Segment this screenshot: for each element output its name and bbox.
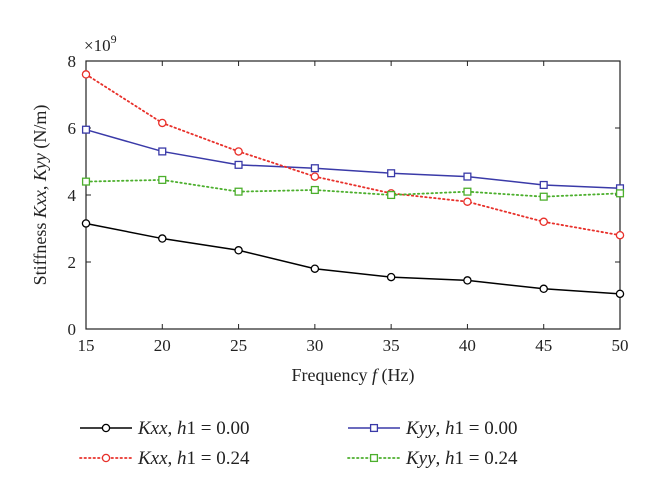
legend-label-3: Kyy, h1 = 0.24 — [405, 448, 518, 469]
series-3-point-5 — [463, 187, 472, 196]
series-0 — [81, 219, 625, 299]
y-axis-multiplier: ×109 — [84, 32, 117, 55]
series-0-point-0 — [81, 219, 91, 228]
x-tick-label-15: 15 — [78, 336, 95, 355]
series-0-point-5 — [463, 276, 472, 285]
series-3-point-2 — [234, 187, 243, 196]
series-3-point-3 — [310, 185, 319, 195]
series-line-2 — [85, 73, 621, 237]
series-0-point-4 — [386, 272, 396, 282]
legend-label-0: Kxx, h1 = 0.00 — [137, 418, 250, 439]
series-3-point-0 — [81, 177, 91, 186]
y-tick-label-6: 6 — [68, 119, 77, 138]
series-3-point-1 — [158, 175, 167, 184]
series-2-point-2 — [234, 147, 243, 156]
series-2 — [81, 70, 625, 240]
series-line-3 — [85, 179, 621, 198]
series-1-point-4 — [387, 169, 396, 178]
series-1-point-3 — [310, 164, 319, 173]
series-2-point-0 — [81, 70, 91, 79]
legend-marker-1 — [369, 423, 379, 433]
x-tick-label-35: 35 — [383, 336, 400, 355]
x-tick-label-20: 20 — [154, 336, 171, 355]
series-2-point-5 — [463, 197, 472, 206]
series-0-point-6 — [539, 284, 548, 294]
series-3-point-4 — [387, 190, 396, 200]
series-1-point-5 — [463, 172, 472, 181]
series-1-point-6 — [539, 180, 548, 190]
series-1-point-1 — [158, 147, 167, 156]
y-tick-label-4: 4 — [68, 186, 77, 205]
series-2-point-6 — [539, 217, 548, 227]
x-tick-label-25: 25 — [230, 336, 247, 355]
y-tick-label-8: 8 — [68, 52, 77, 71]
legend-item-3: Kyy, h1 = 0.24 — [347, 448, 518, 469]
x-tick-label-40: 40 — [459, 336, 476, 355]
series-2-point-3 — [310, 172, 320, 181]
series-3-point-7 — [615, 189, 625, 198]
y-tick-label-0: 0 — [68, 320, 77, 339]
y-tick-label-2: 2 — [68, 253, 77, 272]
legend-item-0: Kxx, h1 = 0.00 — [80, 418, 250, 439]
y-axis-label: Stiffness Kxx, Kyy (N/m) — [30, 105, 51, 286]
series-1-point-0 — [81, 125, 91, 134]
series-3 — [81, 175, 625, 201]
series-3-point-6 — [539, 192, 548, 201]
series-1 — [81, 125, 625, 193]
series-1-point-2 — [234, 160, 243, 169]
x-tick-label-50: 50 — [612, 336, 629, 355]
plot-axes: 15 20 25 30 35 40 45 50 0 2 4 6 8 — [68, 52, 629, 355]
legend-label-2: Kxx, h1 = 0.24 — [137, 448, 250, 469]
series-0-point-7 — [615, 289, 625, 299]
x-tick-label-45: 45 — [535, 336, 552, 355]
legend-label-1: Kyy, h1 = 0.00 — [405, 418, 518, 439]
series-0-point-3 — [310, 264, 320, 273]
legend: Kxx, h1 = 0.00 Kyy, h1 = 0.00 Kxx, h1 = 0.… — [79, 418, 518, 469]
series-layer — [81, 70, 625, 299]
x-tick-label-30: 30 — [306, 336, 323, 355]
x-axis-label: Frequency f (Hz) — [292, 365, 415, 386]
series-2-point-1 — [158, 118, 167, 128]
legend-item-1: Kyy, h1 = 0.00 — [348, 418, 518, 439]
legend-marker-3 — [369, 453, 379, 463]
legend-marker-0 — [101, 423, 111, 433]
series-line-1 — [85, 128, 621, 190]
series-0-point-1 — [158, 234, 167, 243]
legend-marker-2 — [101, 453, 111, 463]
series-0-point-2 — [234, 246, 243, 255]
series-line-0 — [85, 222, 621, 295]
legend-item-2: Kxx, h1 = 0.24 — [79, 448, 250, 469]
series-2-point-7 — [615, 230, 625, 240]
